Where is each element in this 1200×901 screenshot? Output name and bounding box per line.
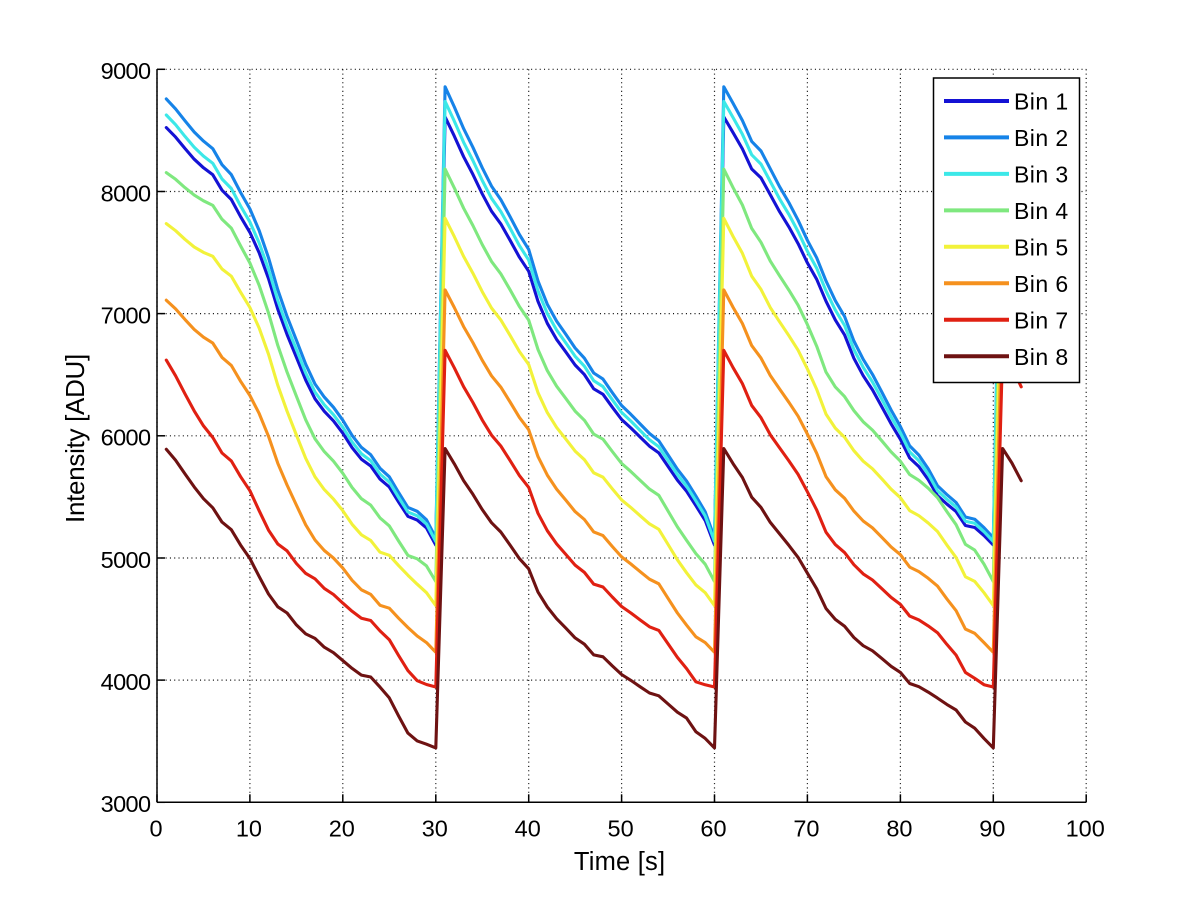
- svg-text:0: 0: [149, 816, 162, 842]
- svg-text:Bin 3: Bin 3: [1014, 162, 1069, 188]
- svg-text:5000: 5000: [101, 547, 151, 573]
- svg-text:20: 20: [329, 816, 355, 842]
- svg-text:50: 50: [608, 816, 634, 842]
- svg-text:Bin 8: Bin 8: [1014, 344, 1069, 370]
- svg-text:Bin 5: Bin 5: [1014, 235, 1069, 261]
- svg-text:3000: 3000: [101, 791, 151, 817]
- svg-text:80: 80: [886, 816, 912, 842]
- svg-text:10: 10: [236, 816, 262, 842]
- svg-text:Bin 7: Bin 7: [1014, 307, 1069, 333]
- svg-text:Bin 1: Bin 1: [1014, 89, 1069, 115]
- svg-text:4000: 4000: [101, 669, 151, 695]
- svg-text:Time [s]: Time [s]: [574, 848, 665, 876]
- svg-text:Bin 4: Bin 4: [1014, 198, 1069, 224]
- svg-text:Bin 2: Bin 2: [1014, 125, 1069, 151]
- svg-text:60: 60: [700, 816, 726, 842]
- svg-text:70: 70: [793, 816, 819, 842]
- svg-text:9000: 9000: [101, 58, 151, 84]
- svg-text:30: 30: [422, 816, 448, 842]
- svg-text:90: 90: [979, 816, 1005, 842]
- svg-text:40: 40: [515, 816, 541, 842]
- svg-text:6000: 6000: [101, 425, 151, 451]
- svg-text:Bin 6: Bin 6: [1014, 271, 1069, 297]
- svg-text:Intensity [ADU]: Intensity [ADU]: [60, 354, 90, 523]
- svg-text:100: 100: [1066, 816, 1105, 842]
- svg-text:8000: 8000: [101, 180, 151, 206]
- svg-text:7000: 7000: [101, 303, 151, 329]
